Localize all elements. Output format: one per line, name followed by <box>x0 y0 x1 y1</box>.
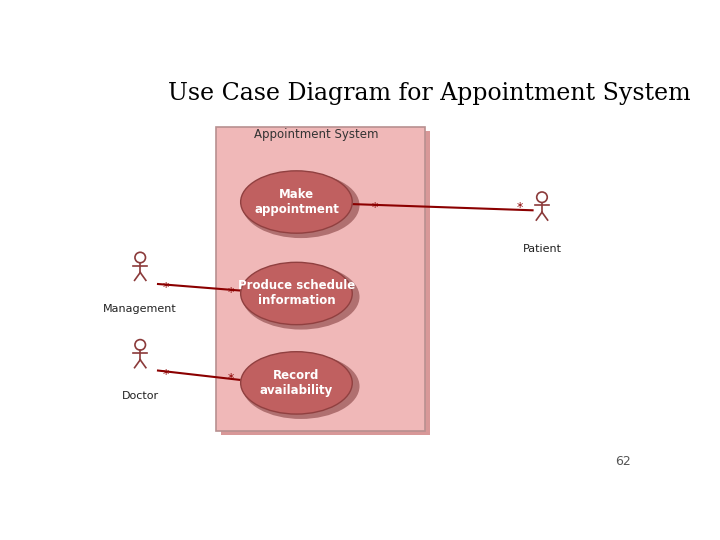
Text: Record
availability: Record availability <box>260 369 333 397</box>
Ellipse shape <box>243 173 359 238</box>
Ellipse shape <box>240 262 352 325</box>
Text: 62: 62 <box>616 455 631 468</box>
Text: *: * <box>372 201 378 214</box>
Text: *: * <box>228 286 234 299</box>
FancyBboxPatch shape <box>221 131 431 435</box>
Text: Doctor: Doctor <box>122 391 159 401</box>
Ellipse shape <box>243 264 359 329</box>
Text: Make
appointment: Make appointment <box>254 188 339 216</box>
Text: Management: Management <box>104 304 177 314</box>
Text: Patient: Patient <box>523 244 562 254</box>
Text: *: * <box>163 368 169 381</box>
Text: *: * <box>516 201 523 214</box>
Text: *: * <box>163 281 169 294</box>
Ellipse shape <box>240 352 352 414</box>
Text: Use Case Diagram for Appointment System: Use Case Diagram for Appointment System <box>168 83 690 105</box>
Text: Produce schedule
information: Produce schedule information <box>238 280 355 307</box>
Text: Appointment System: Appointment System <box>253 128 378 141</box>
Text: *: * <box>228 372 234 385</box>
Ellipse shape <box>243 354 359 419</box>
Ellipse shape <box>240 171 352 233</box>
FancyBboxPatch shape <box>215 127 425 431</box>
